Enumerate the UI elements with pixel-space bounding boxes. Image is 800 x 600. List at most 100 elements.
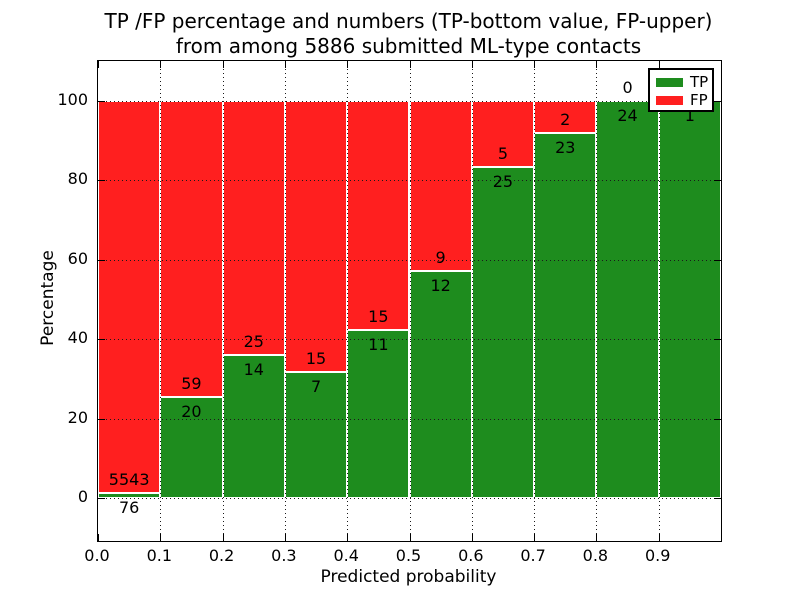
- x-tick: [596, 61, 598, 68]
- y-tick-label: 80: [67, 169, 88, 189]
- fp-count-label: 5543: [108, 469, 150, 489]
- x-tick: [409, 61, 411, 68]
- legend: TP FP: [648, 68, 714, 112]
- h-gridline: [98, 101, 721, 102]
- h-gridline: [98, 259, 721, 261]
- y-tick-label: 60: [67, 248, 88, 268]
- y-tick: [98, 101, 105, 102]
- v-gridline: [596, 61, 598, 541]
- fp-count-label: 25: [243, 332, 264, 352]
- x-tick: [471, 61, 473, 68]
- bar-segment-fp: [409, 101, 472, 272]
- tp-count-label: 12: [430, 276, 451, 296]
- bar-segment-fp: [471, 101, 535, 168]
- fp-count-label: 59: [181, 374, 202, 394]
- bar-segment-fp: [160, 101, 223, 398]
- y-tick-label: 0: [77, 487, 88, 506]
- chart-title-line1: TP /FP percentage and numbers (TP-bottom…: [104, 9, 713, 33]
- tp-count-label: 11: [368, 335, 389, 355]
- x-tick-label: 0.8: [582, 546, 609, 565]
- x-tick-label: 0.0: [84, 546, 110, 565]
- tp-count-label: 20: [181, 402, 202, 422]
- x-tick-label: 0.4: [333, 546, 359, 565]
- fp-count-label: 0: [622, 78, 633, 97]
- x-tick: [658, 61, 660, 68]
- tp-count-label: 7: [310, 376, 322, 396]
- legend-label-tp: TP: [690, 73, 709, 91]
- v-gridline: [409, 61, 411, 541]
- y-tick-label: 40: [67, 328, 88, 348]
- h-gridline: [98, 418, 721, 420]
- x-tick-label: 0.2: [208, 546, 235, 565]
- bar-segment-fp: [98, 101, 161, 493]
- v-gridline: [160, 61, 162, 541]
- h-gridline: [98, 339, 721, 341]
- y-tick-label: 100: [57, 90, 88, 109]
- x-tick: [98, 61, 99, 68]
- y-tick: [714, 101, 721, 102]
- bar-segment-tp: [596, 101, 659, 498]
- tp-count-label: 24: [617, 106, 638, 125]
- tp-count-label: 23: [555, 137, 576, 157]
- x-tick: [347, 61, 349, 68]
- bar-segment-tp: [284, 371, 348, 498]
- x-tick-label: 0.6: [458, 546, 484, 565]
- fp-count-label: 15: [305, 348, 327, 368]
- tp-count-label: 1: [684, 106, 695, 125]
- bar-segment-tp: [409, 271, 472, 498]
- y-tick: [98, 180, 105, 182]
- y-tick: [714, 259, 721, 261]
- y-tick: [98, 418, 105, 420]
- bar-segment-tp: [471, 167, 535, 498]
- h-gridline: [98, 180, 721, 182]
- y-tick: [98, 259, 105, 261]
- x-tick: [160, 534, 162, 541]
- x-tick-label: 0.5: [395, 546, 422, 565]
- x-tick: [98, 534, 99, 541]
- x-tick-label: 0.7: [520, 546, 546, 565]
- y-tick: [98, 498, 105, 499]
- v-gridline: [222, 61, 224, 541]
- y-tick: [714, 418, 721, 420]
- chart-title: TP /FP percentage and numbers (TP-bottom…: [97, 9, 720, 59]
- legend-swatch-tp-icon: [656, 77, 683, 87]
- fp-count-label: 15: [368, 307, 389, 327]
- legend-swatch-fp-icon: [656, 95, 683, 105]
- x-tick: [284, 61, 286, 68]
- y-tick: [98, 339, 105, 341]
- x-tick: [284, 534, 286, 541]
- x-tick: [471, 534, 473, 541]
- v-gridline: [284, 61, 286, 541]
- tp-count-label: 14: [243, 360, 264, 380]
- x-tick: [347, 534, 349, 541]
- bar-segment-tp: [347, 330, 410, 498]
- v-gridline: [658, 61, 660, 541]
- bar-segment-fp: [222, 101, 285, 356]
- chart-title-line2: from among 5886 submitted ML-type contac…: [175, 34, 642, 58]
- x-tick: [534, 534, 536, 541]
- bar-segment-fp: [347, 101, 410, 331]
- x-tick-label: 0.9: [644, 546, 671, 565]
- bar-segment-tp: [222, 355, 285, 498]
- legend-label-fp: FP: [690, 91, 708, 109]
- legend-entry-fp: FP: [656, 91, 712, 109]
- y-tick: [714, 339, 721, 341]
- x-tick: [409, 534, 411, 541]
- bar-segment-tp: [534, 132, 597, 498]
- x-tick: [222, 61, 224, 68]
- plot-area: 55437659202514157151191252522302401 TP F…: [97, 60, 722, 542]
- bar-segment-fp: [284, 101, 348, 372]
- fp-count-label: 2: [560, 109, 571, 129]
- y-tick-label: 20: [67, 407, 88, 427]
- x-axis-label: Predicted probability: [320, 567, 497, 587]
- v-gridline: [347, 61, 349, 541]
- v-gridline: [471, 61, 473, 541]
- h-gridline: [98, 498, 721, 499]
- x-tick: [534, 61, 536, 68]
- tp-count-label: 76: [118, 497, 140, 517]
- x-tick: [596, 534, 598, 541]
- tp-count-label: 25: [492, 172, 514, 192]
- v-gridline: [534, 61, 536, 541]
- bar-segment-tp: [658, 101, 721, 498]
- x-tick: [222, 534, 224, 541]
